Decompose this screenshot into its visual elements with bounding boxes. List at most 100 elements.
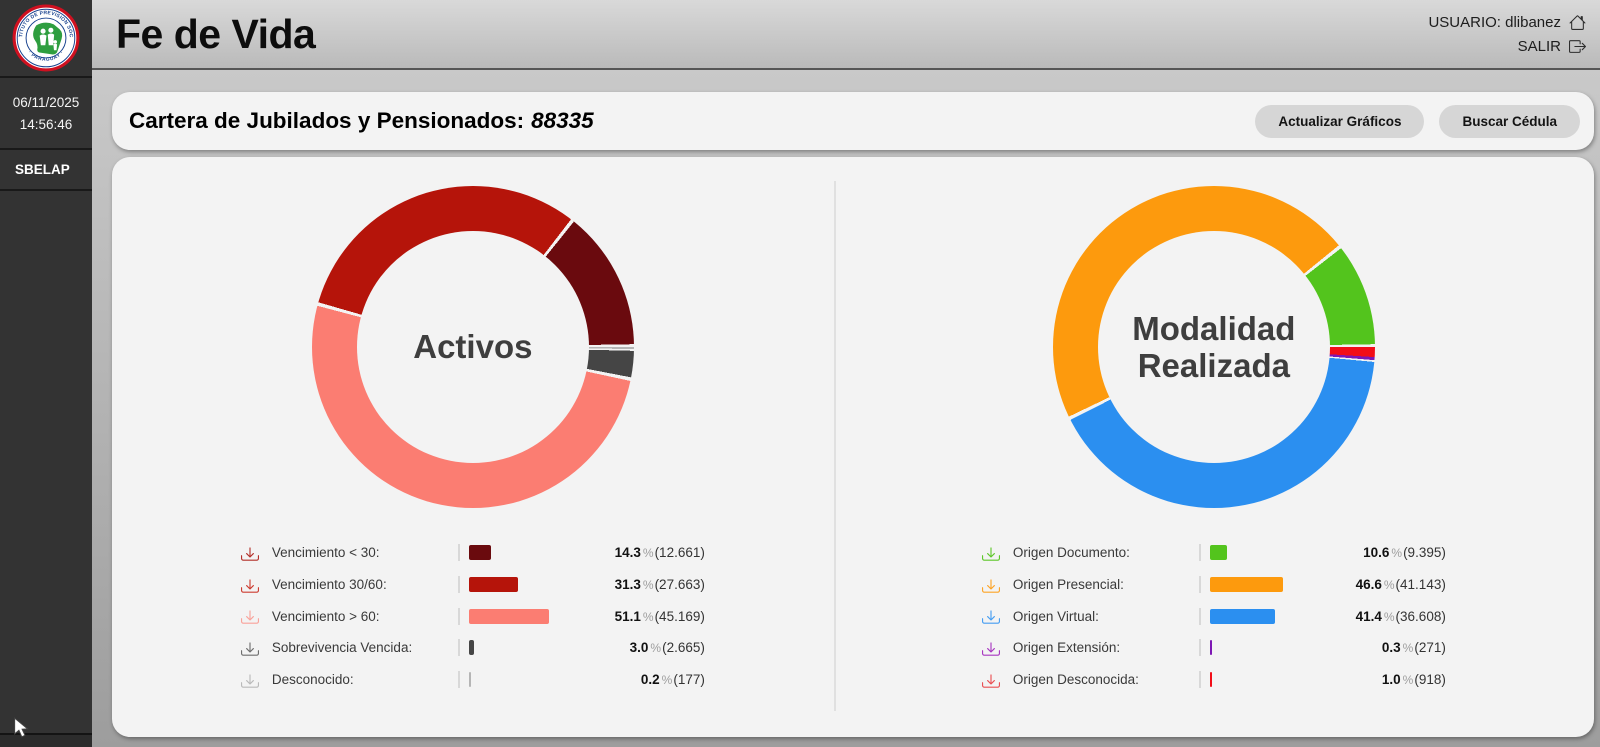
logout-icon: [1569, 39, 1586, 53]
legend-value: 46.6 %(41.143): [1356, 577, 1446, 592]
legend-row: Origen Desconocida: 1.0 %(918): [981, 664, 1446, 696]
legend-value: 0.2 %(177): [641, 672, 705, 687]
percent-value: 41.4: [1355, 608, 1382, 624]
date-label: 06/11/2025: [12, 95, 80, 110]
page-title-label: Cartera de Jubilados y Pensionados:: [129, 108, 525, 133]
donut-center-label: Activos: [413, 328, 533, 366]
percent-value: 1.0: [1381, 672, 1401, 688]
count-value: (918): [1414, 672, 1446, 688]
legend-bar-area: [1198, 544, 1329, 562]
legend-label: Origen Desconocida:: [1012, 672, 1139, 688]
legend-value: 1.0 %(918): [1382, 672, 1446, 687]
download-icon[interactable]: [240, 576, 259, 594]
legend-bar: [1209, 640, 1212, 656]
axis-tick: [1198, 576, 1201, 594]
download-icon[interactable]: [981, 544, 1000, 562]
percent-sign: %: [642, 578, 654, 593]
count-value: (36.608): [1395, 608, 1446, 624]
legend-bar-area: [457, 576, 588, 594]
donut-hole: Modalidad Realizada: [1097, 231, 1330, 463]
download-icon[interactable]: [240, 639, 259, 657]
count-value: (41.143): [1395, 577, 1446, 593]
sidebar-item-sbelap[interactable]: SBELAP: [0, 150, 92, 192]
legend-row: Sobrevivencia Vencida: 3.0 %(2.665): [240, 632, 705, 664]
portfolio-count: 88335: [531, 108, 594, 133]
legend-value: 3.0 %(2.665): [630, 640, 705, 655]
legend-value: 0.3 %(271): [1382, 640, 1446, 655]
legend-label: Vencimiento 30/60:: [271, 577, 387, 593]
count-value: (2.665): [662, 640, 705, 656]
count-value: (271): [1414, 640, 1446, 656]
logout-button[interactable]: SALIR: [1518, 38, 1586, 55]
axis-tick: [457, 639, 460, 657]
donut-hole: Activos: [356, 231, 589, 463]
count-value: (9.395): [1403, 545, 1446, 561]
legend-bar-area: [457, 544, 588, 562]
legend-bar: [1209, 577, 1283, 593]
legend-bar: [468, 640, 474, 656]
donut-modalidad: Modalidad Realizada: [1052, 186, 1375, 508]
count-value: (177): [673, 672, 705, 688]
legend-label: Origen Extensión:: [1012, 640, 1121, 656]
download-icon[interactable]: [981, 639, 1000, 657]
axis-tick: [1198, 671, 1201, 689]
legend-label: Sobrevivencia Vencida:: [271, 640, 413, 656]
axis-tick: [457, 544, 460, 562]
download-icon[interactable]: [240, 544, 259, 562]
count-value: (27.663): [654, 577, 705, 593]
percent-sign: %: [1402, 641, 1414, 656]
ips-logo: INSTITUTO DE PREVISION SOCIAL · PARAGUAY…: [0, 0, 92, 78]
percent-sign: %: [642, 546, 654, 561]
axis-tick: [1198, 544, 1201, 562]
app-title: Fe de Vida: [116, 10, 316, 57]
count-value: (45.169): [654, 608, 705, 624]
sidebar-empty-area: [0, 191, 92, 733]
percent-value: 0.3: [1381, 640, 1401, 656]
legend-activos: Vencimiento < 30: 14.3 %(12.661) Vencimie…: [240, 537, 705, 696]
legend-bar-area: [1198, 607, 1329, 625]
time-label: 14:56:46: [19, 116, 73, 132]
content-area: Cartera de Jubilados y Pensionados: 88335…: [92, 70, 1600, 747]
legend-bar: [1209, 672, 1212, 688]
download-icon[interactable]: [240, 607, 259, 625]
chart-modalidad: Modalidad Realizada Origen Documento: 10…: [834, 157, 1594, 737]
search-cedula-button[interactable]: Buscar Cédula: [1439, 104, 1580, 138]
legend-value: 51.1 %(45.169): [615, 609, 705, 624]
top-header: Fe de Vida USUARIO: dlibanez SALIR: [92, 0, 1600, 70]
axis-tick: [1198, 639, 1201, 657]
charts-card: Activos Vencimiento < 30: 14.3 %(12.661) …: [112, 157, 1594, 737]
download-icon[interactable]: [240, 671, 259, 689]
legend-value: 31.3 %(27.663): [615, 577, 705, 592]
percent-value: 31.3: [614, 577, 641, 593]
refresh-charts-button[interactable]: Actualizar Gráficos: [1255, 104, 1425, 138]
legend-bar: [468, 545, 491, 561]
legend-bar: [468, 577, 518, 593]
legend-modalidad: Origen Documento: 10.6 %(9.395) Origen Pr…: [981, 537, 1446, 696]
legend-row: Vencimiento < 30: 14.3 %(12.661): [240, 537, 705, 569]
download-icon[interactable]: [981, 671, 1000, 689]
legend-bar: [468, 608, 549, 624]
title-card: Cartera de Jubilados y Pensionados: 88335…: [112, 92, 1594, 150]
legend-bar-area: [457, 671, 588, 689]
percent-value: 3.0: [629, 640, 649, 656]
mouse-cursor-icon: [14, 717, 29, 738]
page-title: Cartera de Jubilados y Pensionados: 88335: [129, 108, 594, 134]
legend-bar-area: [457, 639, 588, 657]
donut-activos: Activos: [311, 186, 634, 508]
download-icon[interactable]: [981, 576, 1000, 594]
donut-center-label: Modalidad Realizada: [1132, 309, 1296, 384]
legend-bar-area: [1198, 671, 1329, 689]
percent-sign: %: [1391, 546, 1403, 561]
download-icon[interactable]: [981, 607, 1000, 625]
legend-label: Origen Presencial:: [1012, 577, 1124, 593]
legend-row: Origen Extensión: 0.3 %(271): [981, 632, 1446, 664]
legend-row: Desconocido: 0.2 %(177): [240, 664, 705, 696]
legend-bar: [468, 672, 471, 688]
axis-tick: [457, 671, 460, 689]
logout-label: SALIR: [1517, 37, 1561, 55]
user-menu[interactable]: USUARIO: dlibanez: [1428, 14, 1586, 31]
axis-tick: [457, 576, 460, 594]
legend-bar-area: [457, 607, 588, 625]
legend-value: 14.3 %(12.661): [615, 545, 705, 560]
